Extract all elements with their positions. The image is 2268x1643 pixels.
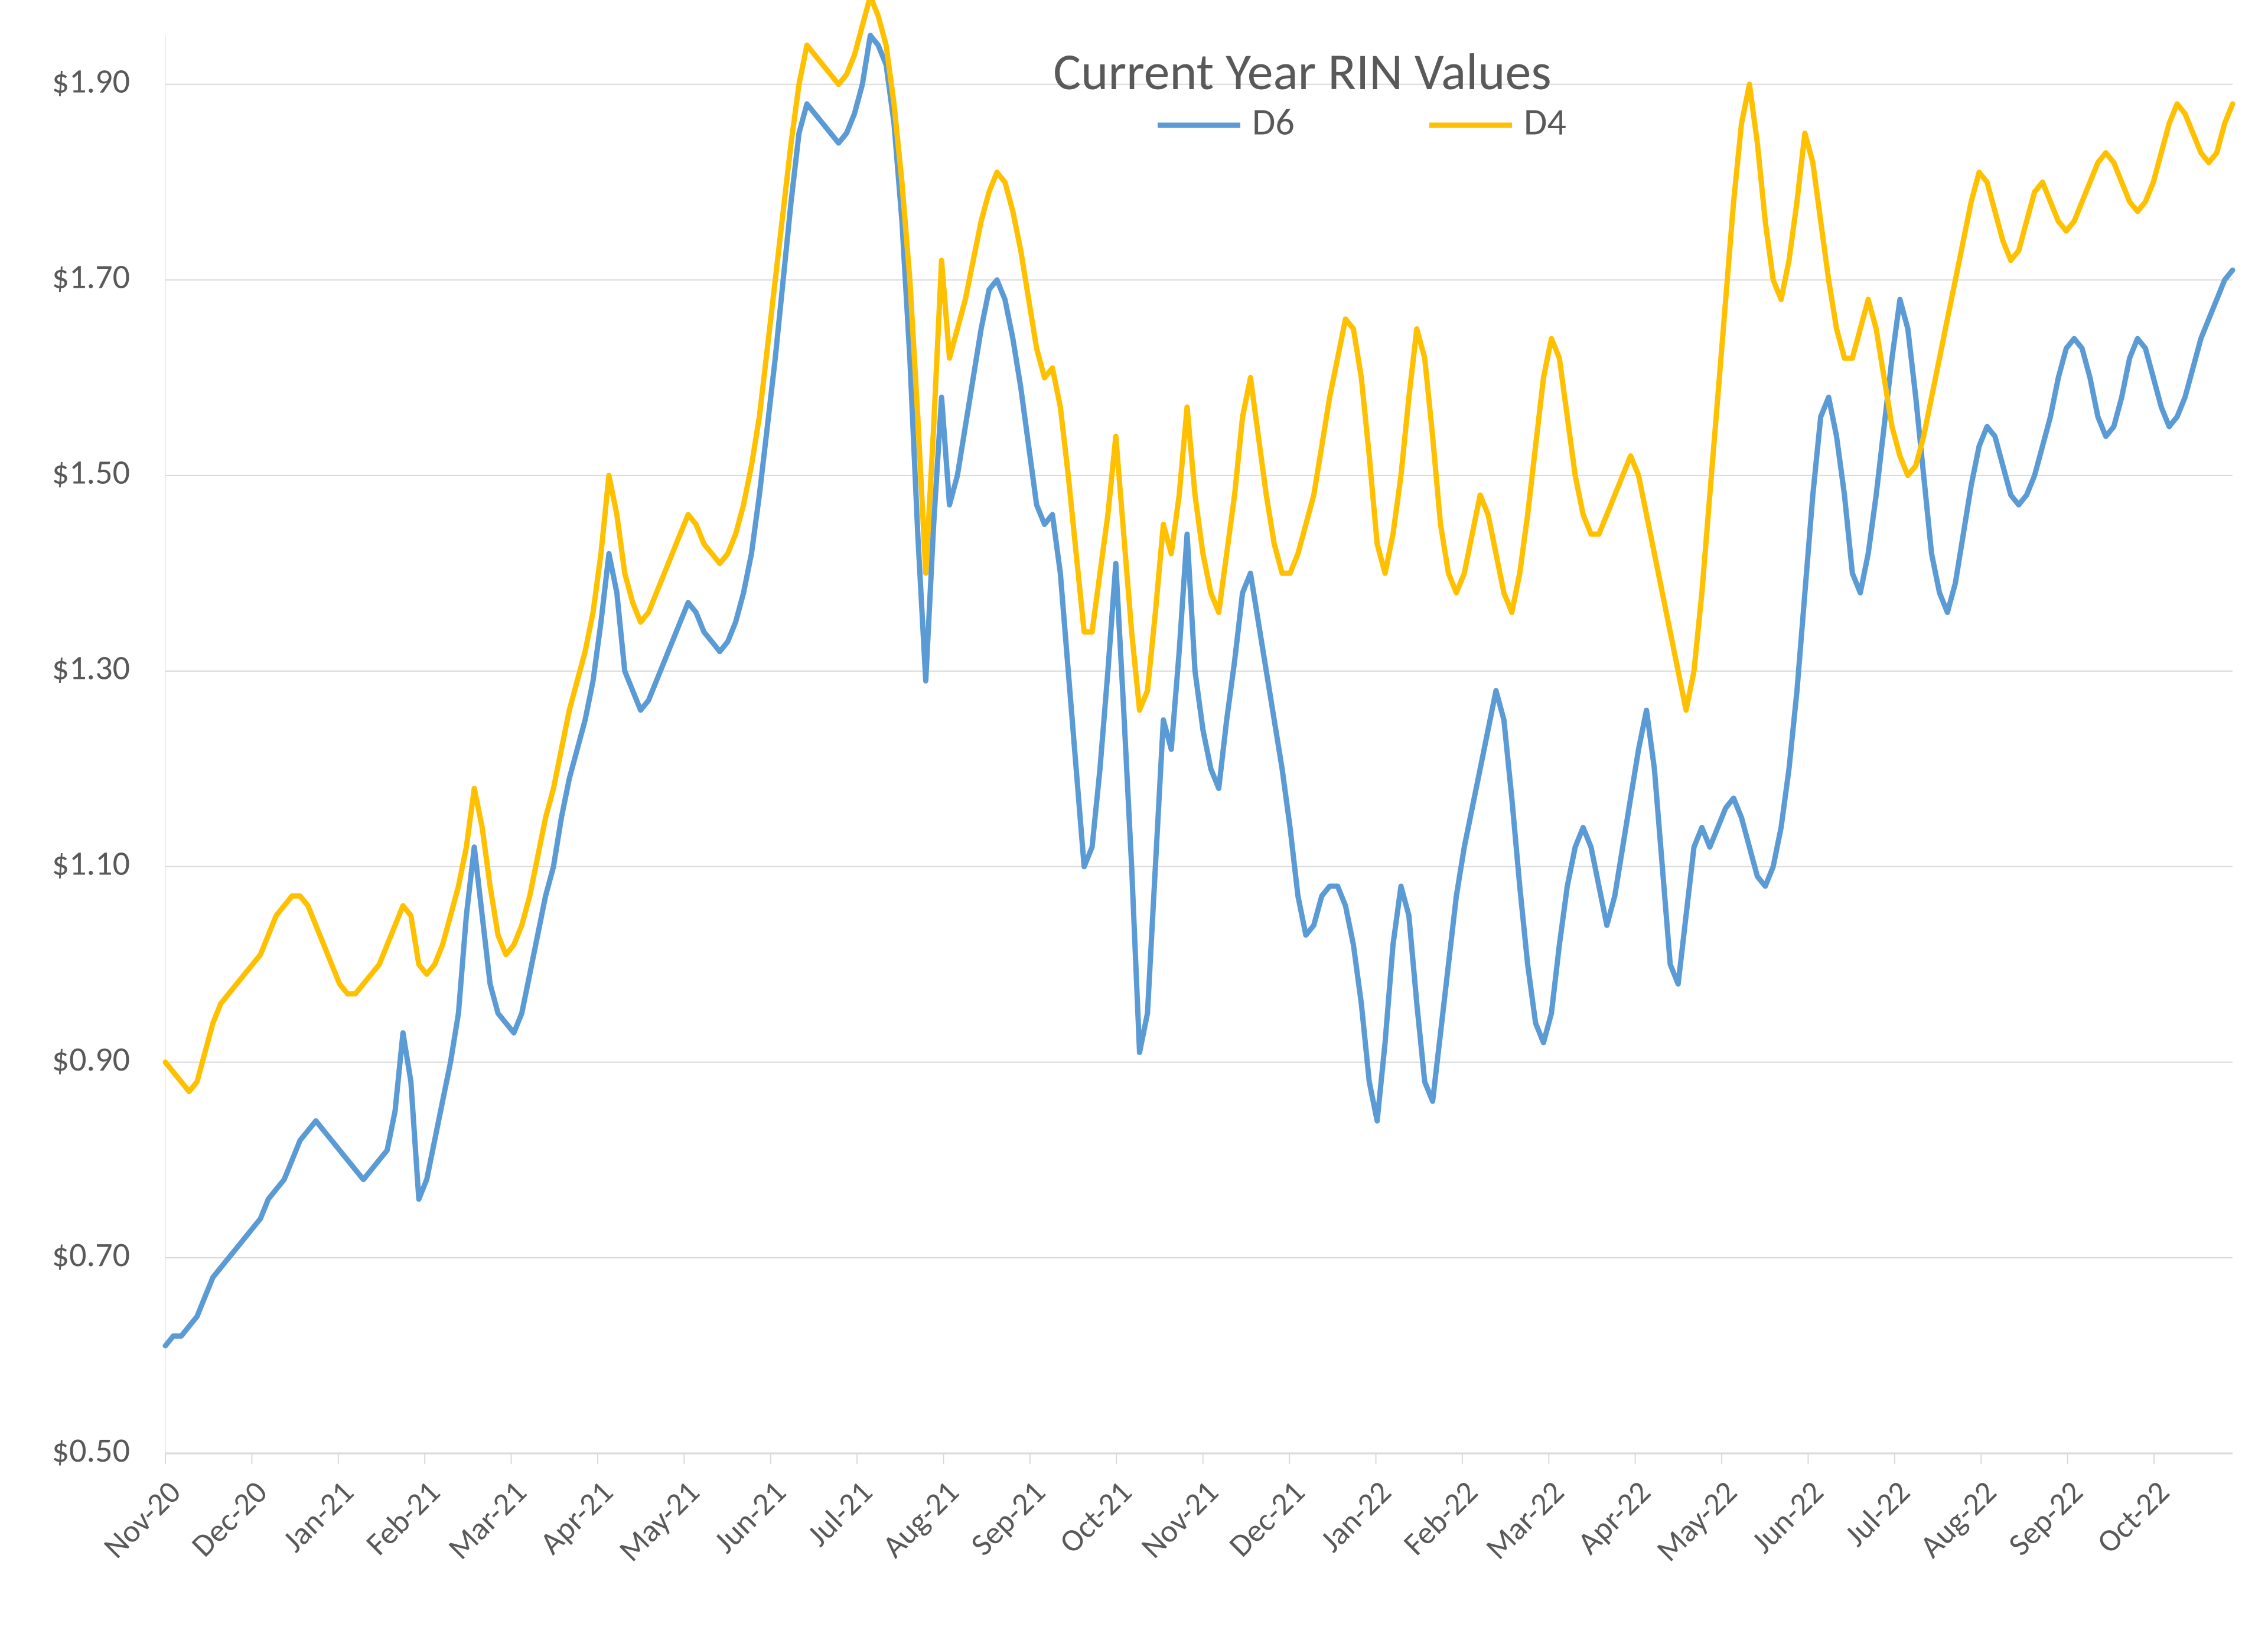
legend-label: D4 xyxy=(1524,99,1566,145)
y-tick-label: $0.50 xyxy=(52,1429,130,1471)
y-tick-label: $1.10 xyxy=(52,842,130,884)
rin-values-line-chart: $0.50 $0.70 $0.90 $1.10 $1.30 $1.50 $1.70 $1.90… xyxy=(0,0,2268,1643)
y-tick-label: $0.70 xyxy=(52,1234,130,1276)
y-tick-label: $1.50 xyxy=(52,451,130,493)
y-tick-label: $1.30 xyxy=(52,647,130,689)
chart-title: Current Year RIN Values xyxy=(1053,40,1551,103)
y-tick-label: $1.70 xyxy=(52,256,130,298)
y-tick-label: $0.90 xyxy=(52,1038,130,1080)
y-tick-label: $1.90 xyxy=(52,60,130,102)
legend-label: D6 xyxy=(1252,99,1295,145)
